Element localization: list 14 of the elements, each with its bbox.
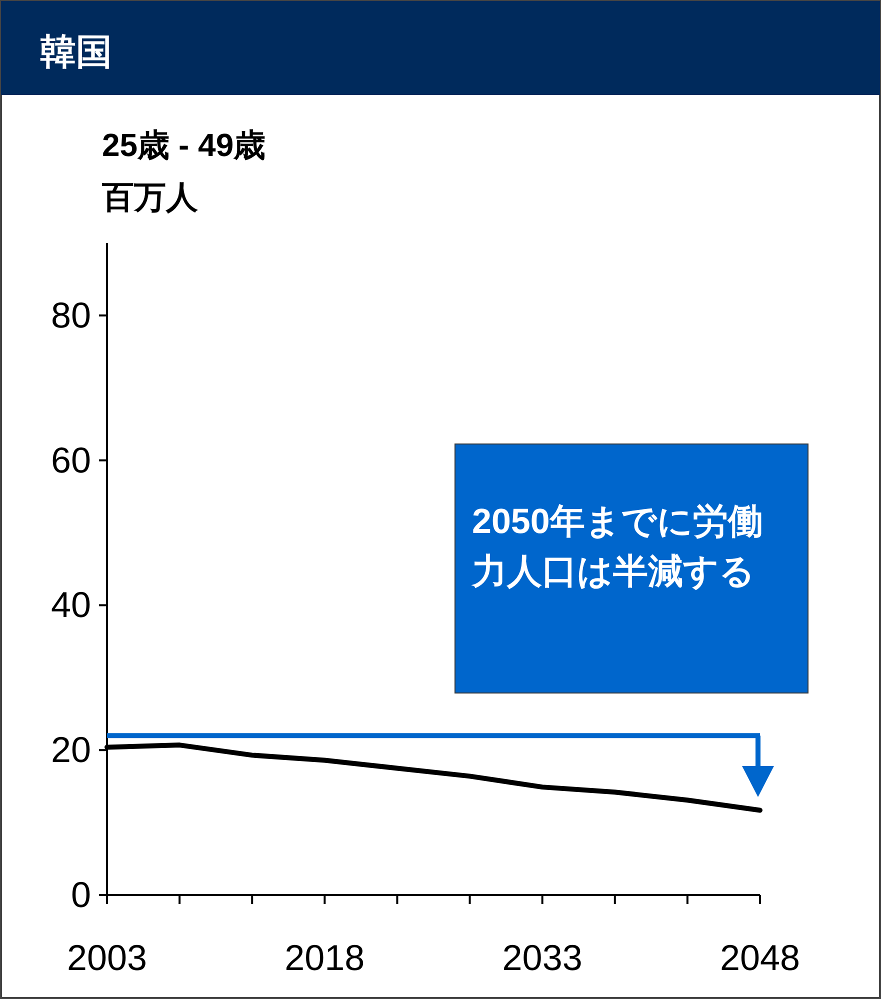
annotation: 2050年までに労働力人口は半減する [471,502,763,591]
x-tick-label: 2048 [720,937,800,978]
chart-subtitle: 25歳 - 49歳 [102,127,266,163]
x-tick-label: 2018 [284,937,365,978]
y-tick-label: 80 [50,294,91,336]
y-tick-label: 0 [70,874,91,915]
x-tick-label: 2003 [66,937,148,978]
y-axis-title: 百万人 [101,179,199,215]
chart-title: 韓国 [40,31,112,72]
x-tick-label: 2033 [502,937,582,978]
y-tick-label: 60 [50,439,91,480]
y-tick-label: 40 [50,584,91,626]
y-tick-label: 20 [50,729,91,770]
annotation-box: 2050年までに労働力人口は半減する [454,444,808,694]
